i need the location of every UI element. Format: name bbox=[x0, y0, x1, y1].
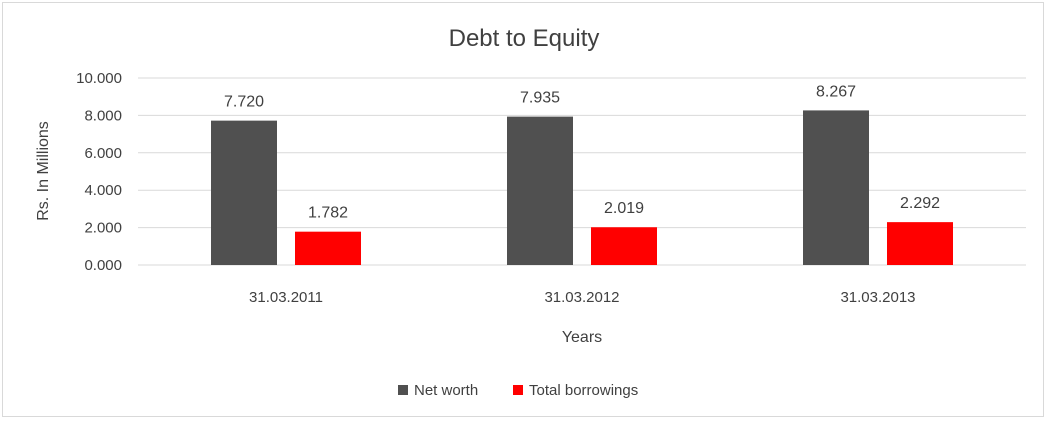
chart-title: Debt to Equity bbox=[449, 25, 600, 52]
data-label-net-worth-1: 7.935 bbox=[520, 90, 560, 107]
bars bbox=[211, 110, 953, 265]
x-category-label-2: 31.03.2013 bbox=[840, 289, 915, 306]
legend-swatch-net-worth bbox=[398, 385, 408, 395]
data-labels: 7.720 1.782 7.935 2.019 8.267 2.292 bbox=[224, 83, 940, 221]
y-tick-label-0: 0.000 bbox=[84, 257, 122, 274]
y-tick-label-1: 2.000 bbox=[84, 220, 122, 237]
legend: Net worth Total borrowings bbox=[398, 382, 638, 399]
x-axis-title: Years bbox=[562, 329, 602, 346]
data-label-total-borrowings-1: 2.019 bbox=[604, 200, 644, 217]
bar-net-worth-2 bbox=[803, 110, 869, 265]
y-axis-ticks: 0.000 2.000 4.000 6.000 8.000 10.000 bbox=[76, 70, 122, 274]
legend-label-total-borrowings: Total borrowings bbox=[529, 382, 638, 399]
bar-total-borrowings-2 bbox=[887, 222, 953, 265]
y-tick-label-5: 10.000 bbox=[76, 70, 122, 87]
y-tick-label-2: 4.000 bbox=[84, 182, 122, 199]
bar-net-worth-1 bbox=[507, 116, 573, 265]
data-label-total-borrowings-0: 1.782 bbox=[308, 205, 348, 222]
y-axis-title: Rs. In Millions bbox=[35, 121, 52, 221]
x-category-label-0: 31.03.2011 bbox=[249, 289, 323, 306]
bar-total-borrowings-1 bbox=[591, 227, 657, 265]
x-axis-categories: 31.03.2011 31.03.2012 31.03.2013 bbox=[249, 289, 916, 306]
gridlines bbox=[138, 77, 1026, 266]
data-label-total-borrowings-2: 2.292 bbox=[900, 195, 940, 212]
legend-swatch-total-borrowings bbox=[513, 385, 523, 395]
bar-total-borrowings-0 bbox=[295, 231, 361, 265]
bar-net-worth-0 bbox=[211, 120, 277, 265]
legend-label-net-worth: Net worth bbox=[414, 382, 478, 399]
x-category-label-1: 31.03.2012 bbox=[544, 289, 619, 306]
y-tick-label-3: 6.000 bbox=[84, 145, 122, 162]
data-label-net-worth-0: 7.720 bbox=[224, 94, 264, 111]
data-label-net-worth-2: 8.267 bbox=[816, 83, 856, 100]
y-tick-label-4: 8.000 bbox=[84, 107, 122, 124]
